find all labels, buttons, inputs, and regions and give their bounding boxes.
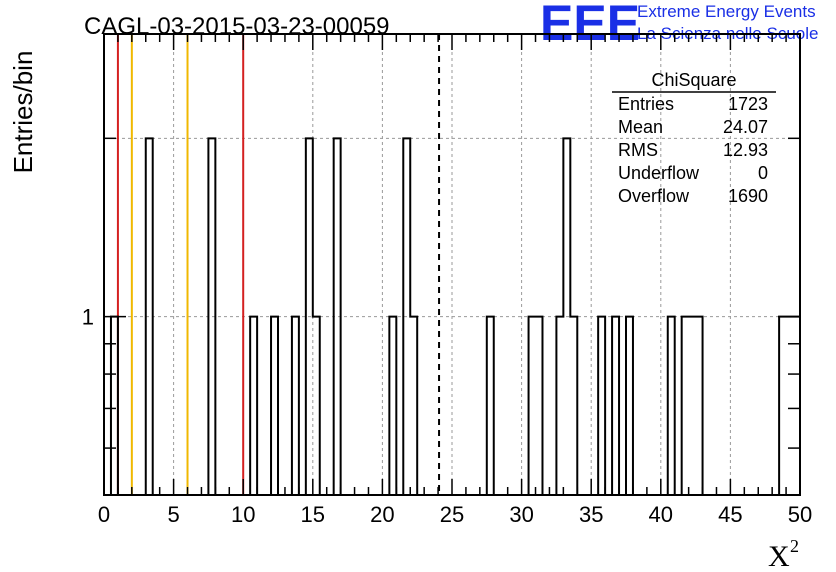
stats-row-label: RMS [618,140,658,160]
x-tick-label: 25 [440,502,464,527]
stats-title: ChiSquare [651,70,736,90]
x-tick-label: 30 [509,502,533,527]
x-tick-label: 45 [718,502,742,527]
stats-rows: Entries 1723 Mean 24.07 RMS 12.93 Underflow 0 Ov… [618,94,768,206]
y-tick-label: 1 [82,305,94,330]
x-tick-label: 5 [167,502,179,527]
stats-row-label: Overflow [618,186,690,206]
stats-row-label: Underflow [618,163,700,183]
logo-line-1: Extreme Energy Events [637,2,816,21]
x-tick-label: 15 [301,502,325,527]
chart-title: CAGL-03-2015-03-23-00059 [84,13,390,40]
y-tick-labels: 1 [82,305,94,330]
x-tick-label: 50 [788,502,812,527]
x-axis-label: X 2 [768,536,799,572]
logo-mark: EEE [540,0,640,51]
eee-logo: EEE Extreme Energy Events La Scienza nel… [540,0,818,51]
x-tick-label: 35 [579,502,603,527]
x-tick-label: 0 [98,502,110,527]
x-tick-label: 20 [370,502,394,527]
y-axis-label: Entries/bin [8,51,38,174]
x-tick-label: 40 [649,502,673,527]
stats-row-value: 1723 [728,94,768,114]
stats-row-label: Entries [618,94,674,114]
stats-row-value: 24.07 [723,117,768,137]
stats-row-value: 1690 [728,186,768,206]
x-axis-label-main: X [768,540,790,572]
x-tick-label: 10 [231,502,255,527]
x-axis-label-superscript: 2 [790,536,799,556]
stats-row-value: 12.93 [723,140,768,160]
stats-row-label: Mean [618,117,663,137]
axis-ticks [103,34,801,495]
x-tick-labels: 0 5 10 15 20 25 30 35 40 45 50 [98,502,812,527]
stats-box: ChiSquare Entries 1723 Mean 24.07 RMS 12.93 Un… [612,70,776,206]
stats-row-value: 0 [758,163,768,183]
